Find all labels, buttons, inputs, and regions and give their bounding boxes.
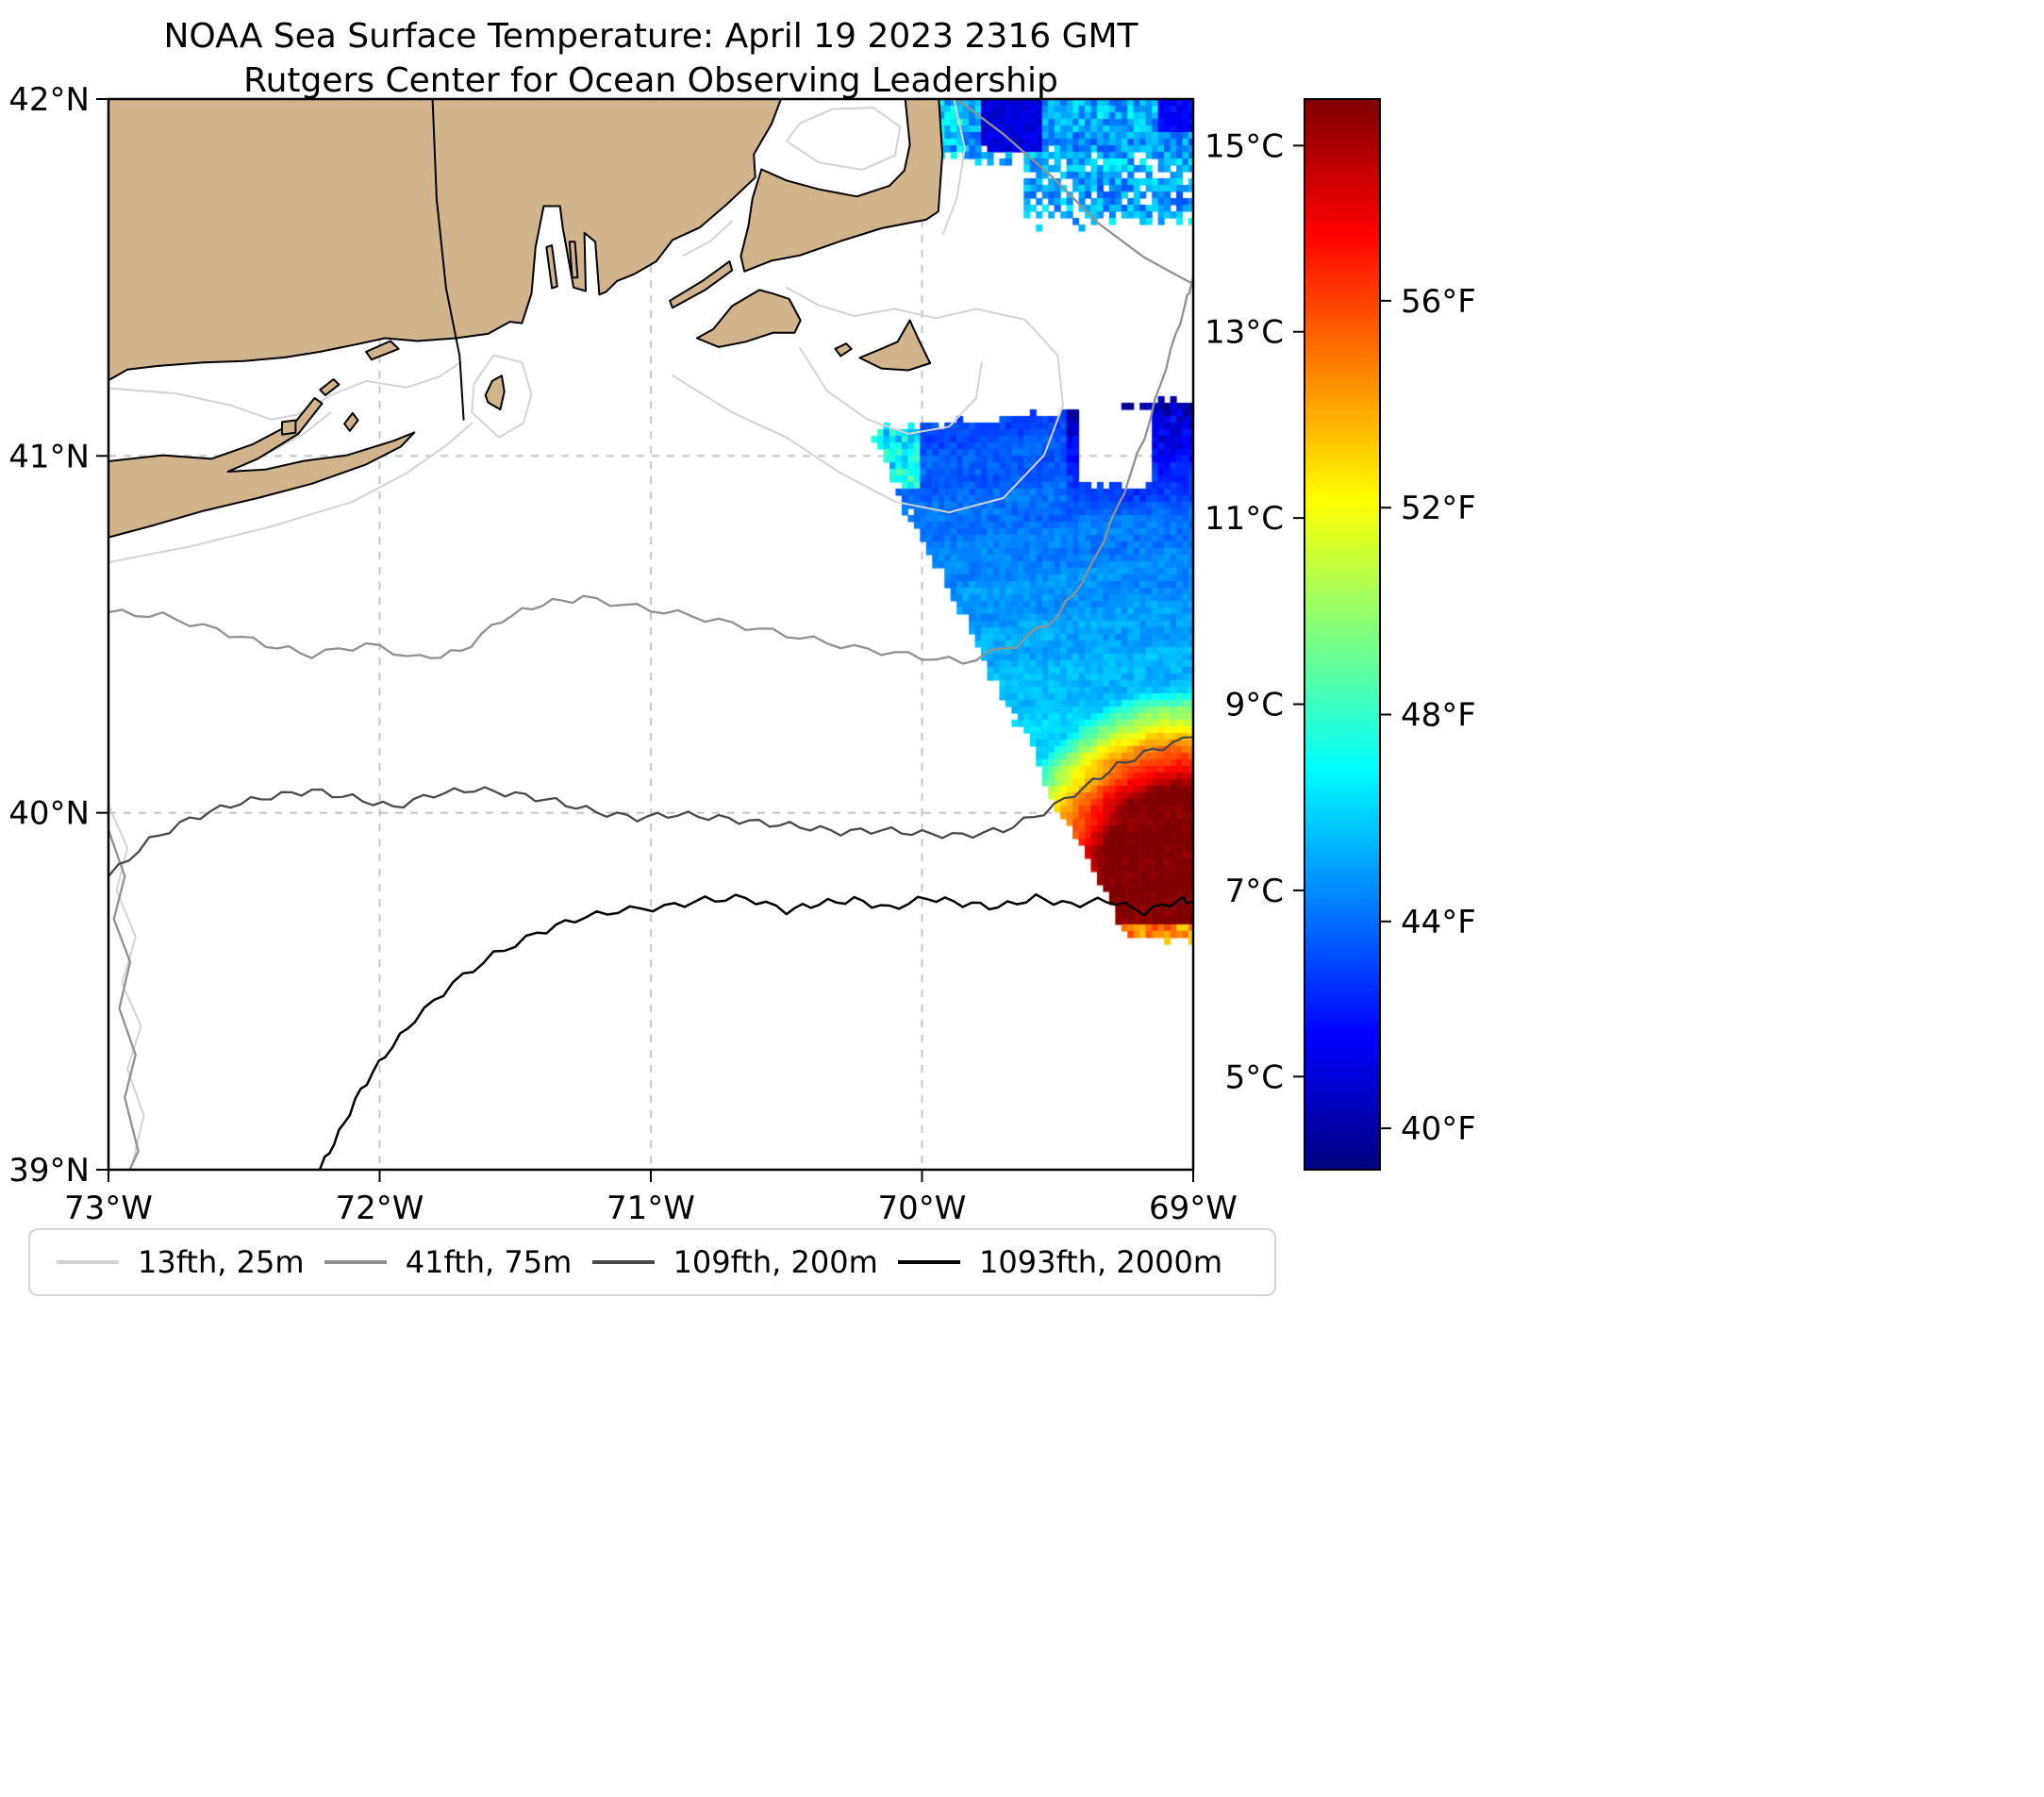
colorbar-tick-c-label: 7°C [1225, 873, 1284, 910]
land-fishers-island [365, 340, 400, 361]
title-block: NOAA Sea Surface Temperature: April 19 2… [0, 15, 1302, 104]
land-elizabeth-islands [669, 260, 734, 309]
colorbar-tick-f-label: 52°F [1401, 490, 1476, 527]
colorbar-tick-f-label: 40°F [1401, 1110, 1476, 1148]
legend-item: 41fth, 75m [324, 1244, 572, 1280]
colorbar-tick-c-label: 13°C [1205, 314, 1284, 352]
land-plum-island [319, 378, 341, 396]
land-long-island [108, 397, 416, 539]
contour-c25-ccbay [785, 107, 902, 171]
land-block-island [484, 374, 506, 411]
land-nantucket [858, 319, 932, 372]
colorbar-tick-c-label: 5°C [1225, 1058, 1284, 1096]
colorbar: 15°C 13°C 11°C 9°C 7°C 5°C 56°F 52°F 48°F 44°F 40°… [1205, 98, 1476, 1171]
legend-line-sample [57, 1260, 119, 1264]
legend-item: 1093fth, 2000m [898, 1244, 1222, 1280]
lon-tick-label: 70°W [878, 1190, 967, 1227]
legend-item-label: 13fth, 25m [138, 1244, 305, 1280]
contour-c75-midshelf [108, 275, 1193, 665]
land-conanicut [545, 244, 558, 290]
land-mainland [108, 99, 782, 382]
lon-tick-label: 72°W [336, 1190, 424, 1227]
contour-c75-hudson [108, 828, 140, 1170]
lon-tick-label: 73°W [64, 1190, 153, 1227]
lat-tick-label: 42°N [8, 81, 90, 119]
lat-tick-label: 39°N [8, 1152, 90, 1190]
contour-c25-outer-cape [941, 99, 966, 235]
plot-subtitle: Rutgers Center for Ocean Observing Leade… [243, 60, 1058, 100]
bathymetry-legend: 13fth, 25m 41fth, 75m 109fth, 200m 1093fth,… [28, 1228, 1276, 1296]
colorbar-tick-c-label: 11°C [1205, 500, 1284, 538]
legend-line-sample [898, 1260, 961, 1264]
contour-c25-shoals-inner [799, 347, 983, 435]
lat-tick-label: 41°N [8, 438, 90, 475]
contour-c25-shoals-big [672, 286, 1064, 514]
legend-item-label: 109fth, 200m [673, 1244, 878, 1280]
legend-item-label: 1093fth, 2000m [979, 1244, 1222, 1280]
contour-c2000-slope [319, 892, 1193, 1170]
contour-c25-li-south [108, 422, 474, 564]
contour-c75-georges [956, 99, 1193, 286]
lon-tick-label: 71°W [607, 1190, 695, 1227]
land-cape-cod [739, 99, 944, 273]
colorbar-gradient [1304, 98, 1381, 1171]
map-layers [108, 99, 1193, 1170]
contour-c25-sound-n [108, 361, 462, 421]
legend-line-sample [591, 1260, 655, 1264]
land-shelter-island [281, 419, 297, 436]
river-line [431, 99, 465, 421]
legend-line-sample [324, 1260, 387, 1264]
colorbar-tick-f-label: 56°F [1401, 283, 1476, 321]
land-aquidneck-sliver [568, 241, 579, 279]
legend-item-label: 41fth, 75m [405, 1244, 573, 1280]
land-tuckernuck [834, 342, 853, 358]
land-gardiners-island [343, 411, 359, 432]
lat-tick-label: 40°N [8, 795, 90, 833]
colorbar-tick-f-label: 44°F [1401, 904, 1476, 941]
plot-title: NOAA Sea Surface Temperature: April 19 2… [163, 17, 1138, 56]
legend-item: 109fth, 200m [591, 1244, 878, 1280]
colorbar-tick-c-label: 9°C [1225, 687, 1284, 724]
contour-c200-shelfbreak [108, 736, 1193, 878]
contour-c25-block-loop [471, 354, 533, 439]
axis-layer: 42°N 41°N 40°N 39°N73°W 72°W 71°W 70°W 69°W [8, 81, 1238, 1227]
land-marthas-vineyard [695, 289, 802, 348]
colorbar-tick-f-label: 48°F [1401, 696, 1476, 734]
lon-tick-label: 69°W [1149, 1190, 1238, 1227]
contour-c25-buzzards [682, 220, 733, 257]
legend-item: 13fth, 25m [57, 1244, 304, 1280]
colorbar-tick-c-label: 15°C [1205, 127, 1284, 165]
